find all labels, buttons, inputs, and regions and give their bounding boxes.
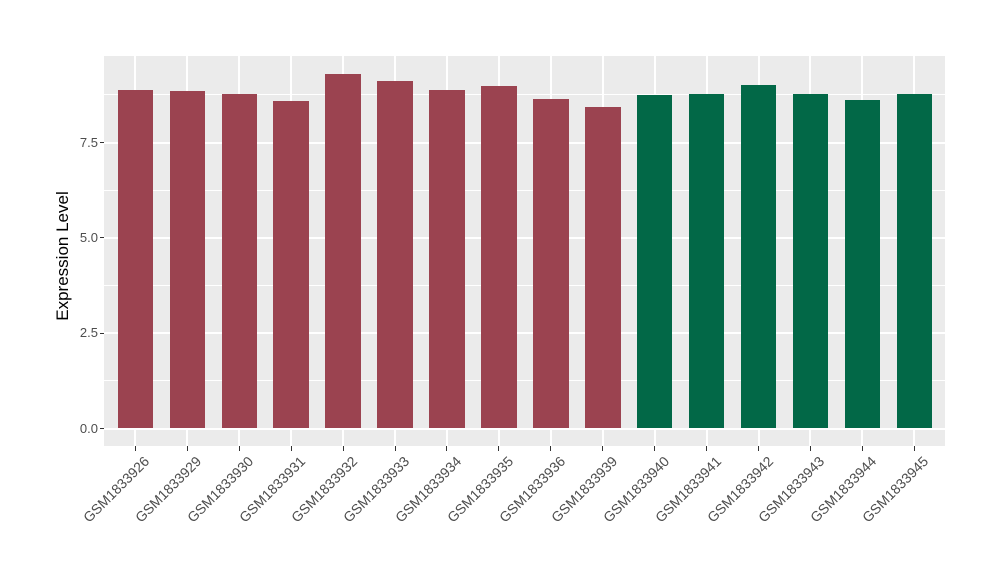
y-axis-tick (100, 428, 105, 429)
x-axis-tick (394, 446, 396, 451)
minor-gridline (104, 94, 946, 96)
x-axis-tick (654, 446, 656, 451)
bar-GSM1833945 (896, 93, 933, 429)
bar-GSM1833931 (273, 101, 309, 429)
bar-GSM1833940 (636, 94, 673, 429)
x-axis-tick (446, 446, 448, 451)
bar-GSM1833936 (533, 99, 569, 429)
y-axis-title: Expression Level (53, 191, 72, 321)
bar-GSM1833934 (429, 90, 465, 429)
x-axis-tick (602, 446, 604, 451)
bar-GSM1833939 (585, 106, 621, 429)
major-gridline (104, 141, 946, 144)
x-axis-tick (186, 446, 188, 451)
x-axis-tick (758, 446, 760, 451)
y-axis-tick-label: 5.0 (79, 229, 98, 245)
bar-GSM1833929 (169, 91, 206, 429)
x-axis-tick (550, 446, 552, 451)
bar-GSM1833942 (740, 84, 777, 429)
bar-GSM1833935 (481, 85, 517, 429)
major-gridline (104, 332, 946, 335)
y-axis-tick (100, 332, 105, 334)
x-axis-tick (706, 446, 708, 451)
bar-GSM1833932 (325, 73, 361, 429)
minor-gridline (104, 189, 946, 191)
bar-GSM1833930 (221, 94, 257, 429)
x-axis-tick (913, 446, 915, 451)
x-axis-tick (861, 446, 863, 451)
x-axis-tick (498, 446, 500, 451)
bar-GSM1833944 (844, 100, 881, 429)
minor-gridline (104, 380, 946, 382)
bar-GSM1833933 (377, 80, 413, 429)
x-axis-tick (238, 446, 240, 451)
minor-gridline (104, 285, 946, 286)
y-axis-tick-label: 2.5 (79, 325, 98, 341)
major-gridline (104, 236, 946, 239)
x-axis-tick (342, 446, 344, 451)
bar-GSM1833941 (688, 93, 725, 429)
x-axis-tick (809, 446, 811, 451)
bar-GSM1833926 (117, 89, 154, 429)
y-axis-tick (100, 237, 105, 239)
x-axis-tick (290, 446, 292, 451)
bar-GSM1833943 (792, 93, 829, 429)
y-axis-tick-label: 7.5 (79, 134, 98, 150)
major-gridline (104, 427, 946, 430)
y-axis-tick-label: 0.0 (79, 420, 98, 436)
y-axis-tick (100, 142, 105, 144)
x-axis-tick (134, 446, 136, 451)
